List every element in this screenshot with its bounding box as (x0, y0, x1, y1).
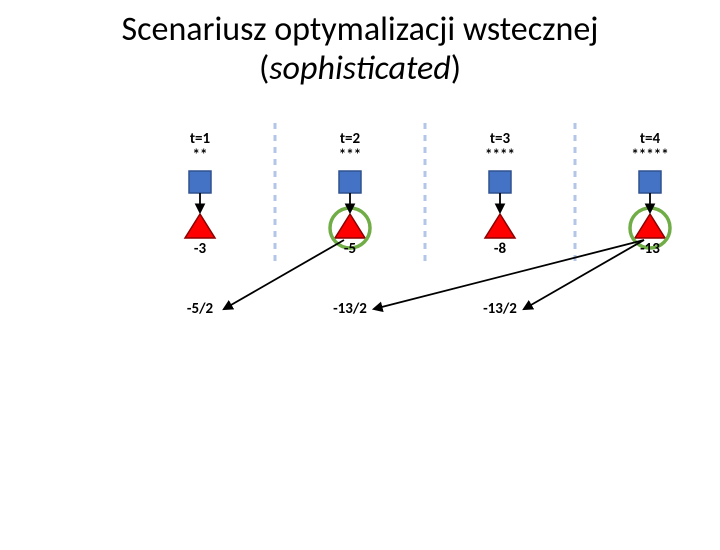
bottom-value: -5/2 (187, 300, 214, 318)
bottom-value: -13/2 (483, 300, 517, 318)
square-node (639, 171, 661, 193)
mid-value: -8 (494, 240, 507, 258)
bottom-value: -13/2 (333, 300, 367, 318)
page-title: Scenariusz optymalizacji wstecznej (soph… (0, 10, 720, 88)
arrow-diagonal (224, 240, 344, 309)
triangle-node (185, 214, 215, 238)
triangle-node (335, 214, 365, 238)
triangle-node (485, 214, 515, 238)
square-node (339, 171, 361, 193)
arrow-diagonal (374, 240, 644, 309)
diagram-canvas: t=1**-3t=2***-5t=3****-8t=4*****-13-5/2-… (0, 88, 720, 533)
stars-label: **** (485, 146, 515, 164)
stars-label: *** (339, 146, 361, 164)
arrow-diagonal (524, 240, 644, 309)
triangle-node (635, 214, 665, 238)
stars-label: ** (193, 146, 208, 164)
title-word: sophisticated (269, 48, 450, 89)
mid-value: -13 (640, 240, 660, 258)
stars-label: ***** (631, 146, 668, 164)
title-paren-close: ) (451, 48, 461, 89)
mid-value: -5 (344, 240, 356, 258)
square-node (489, 171, 511, 193)
square-node (189, 171, 211, 193)
title-line1: Scenariusz optymalizacji wstecznej (122, 9, 599, 50)
title-paren-open: ( (259, 48, 269, 89)
mid-value: -3 (194, 240, 207, 258)
